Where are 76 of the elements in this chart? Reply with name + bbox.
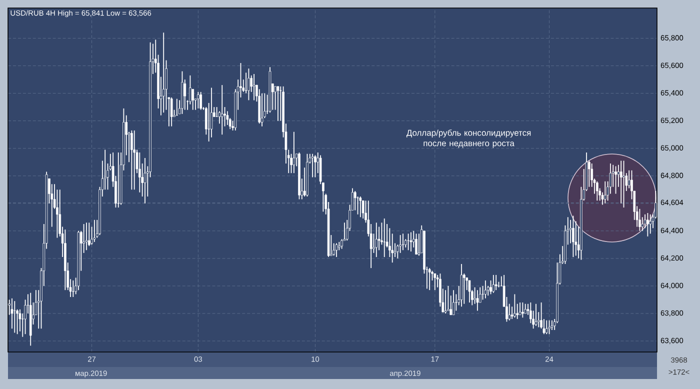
candlestick (490, 280, 492, 295)
candlestick (452, 290, 455, 316)
candlestick (197, 91, 200, 109)
candlestick (447, 286, 450, 312)
candlestick (510, 306, 514, 320)
candlestick (133, 130, 136, 190)
candlestick (514, 294, 516, 318)
candlestick (240, 62, 242, 98)
candlestick (649, 214, 652, 234)
candlestick (508, 303, 511, 321)
candlestick (428, 268, 431, 291)
candlestick (572, 215, 574, 258)
candlestick (418, 233, 420, 256)
candlestick (569, 219, 572, 244)
candlestick (415, 233, 418, 255)
candlestick (604, 180, 606, 204)
candlestick (548, 320, 550, 335)
candlestick (534, 303, 538, 326)
candlestick (455, 294, 458, 312)
candlestick (93, 219, 96, 242)
candlestick (210, 87, 213, 138)
candlestick (82, 224, 85, 254)
candlestick (638, 208, 641, 232)
candlestick (72, 280, 74, 298)
candlestick (444, 290, 447, 314)
candlestick (314, 154, 316, 178)
candlestick (622, 160, 625, 208)
candlestick (200, 91, 202, 110)
candlestick (162, 32, 165, 114)
candlestick (407, 233, 410, 251)
candlestick (494, 274, 498, 291)
candlestick (244, 72, 248, 94)
candlestick (359, 196, 362, 218)
candlestick (492, 274, 495, 294)
candlestick (545, 320, 548, 335)
candlestick (354, 190, 356, 211)
candlestick (410, 232, 412, 252)
candlestick (596, 180, 598, 202)
candlestick (220, 84, 224, 136)
candlestick (484, 280, 487, 299)
candlestick (476, 290, 479, 312)
candlestick (524, 303, 526, 314)
candlestick (170, 96, 173, 127)
candlestick (550, 320, 554, 330)
candlestick (468, 280, 471, 303)
candlestick (85, 222, 88, 251)
candlestick (335, 242, 338, 258)
candlestick (226, 110, 229, 126)
candlestick (362, 200, 364, 219)
candlestick (311, 153, 314, 178)
candlestick (516, 303, 519, 320)
candlestick (522, 302, 524, 318)
candlestick (88, 222, 90, 246)
candlestick (628, 170, 630, 189)
candlestick (290, 153, 292, 174)
annotation: Доллар/рубль консолидируется после недавнего роста (406, 130, 531, 148)
candlestick (518, 302, 522, 316)
candlestick (144, 158, 146, 204)
candlestick (248, 68, 250, 101)
candlestick (10, 298, 14, 330)
candlestick (292, 131, 296, 174)
candlestick (276, 86, 280, 122)
candlestick (192, 88, 194, 110)
candlestick (184, 79, 186, 110)
candlestick (252, 74, 256, 101)
candlestick (641, 216, 644, 232)
candlestick (340, 238, 343, 250)
candlestick (138, 152, 141, 193)
candlestick (620, 160, 622, 204)
candlestick (614, 166, 617, 194)
candlestick (646, 212, 649, 237)
candlestick (224, 106, 226, 127)
candlestick (434, 273, 436, 291)
candlestick (375, 222, 378, 258)
candlestick (260, 92, 264, 127)
candlestick (130, 130, 133, 190)
